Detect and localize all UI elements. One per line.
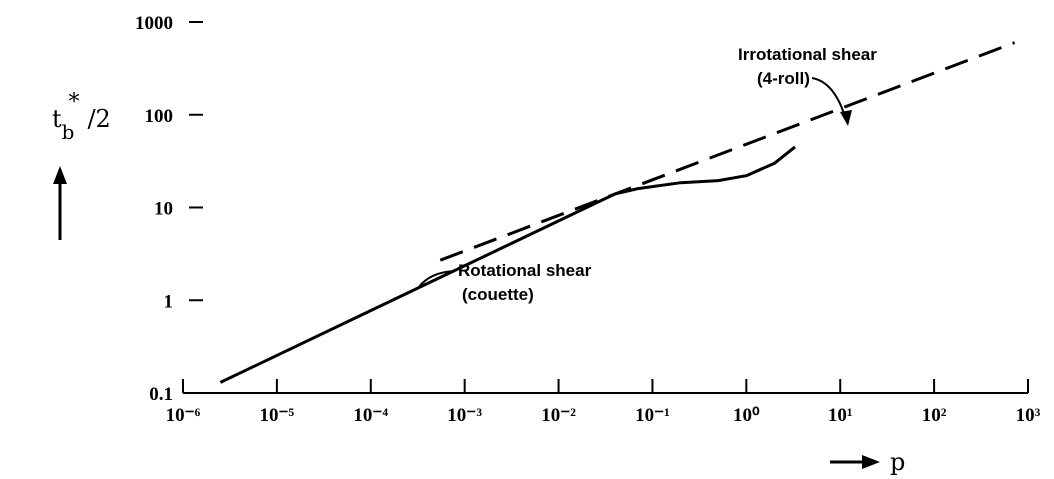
series-note: (couette) xyxy=(462,285,534,304)
x-tick-label: 10⁻² xyxy=(541,405,576,426)
y-tick-label: 100 xyxy=(145,106,174,127)
x-tick-label: 10⁻⁵ xyxy=(260,405,295,426)
y-arrow xyxy=(53,166,67,240)
y-axis-label: tb * /2 xyxy=(52,90,111,144)
leader xyxy=(417,270,456,289)
series-line xyxy=(439,41,1016,262)
y-tick-label: 10 xyxy=(154,199,173,220)
y-tick-label: 0.1 xyxy=(149,384,173,405)
x-tick-label: 10¹ xyxy=(828,405,853,426)
series-name: Irrotational shear xyxy=(738,45,877,64)
y-tick-label: 1 xyxy=(164,291,174,312)
x-axis-label: p xyxy=(890,448,905,476)
x-tick-label: 10⁻¹ xyxy=(635,405,670,426)
leader-head xyxy=(840,110,852,126)
y-label-base: t xyxy=(52,105,62,133)
x-tick-label: 10⁻⁶ xyxy=(166,405,201,426)
x-tick-label: 10³ xyxy=(1016,405,1041,426)
x-tick-label: 10⁰ xyxy=(733,405,760,426)
y-label-sub: b xyxy=(62,120,75,144)
y-tick-label: 1000 xyxy=(135,13,173,34)
y-label-sup: * xyxy=(68,90,79,115)
y-label-rest: /2 xyxy=(87,105,110,133)
x-arrow xyxy=(830,455,880,469)
x-tick-label: 10² xyxy=(922,405,947,426)
series-note: (4-roll) xyxy=(757,69,810,88)
x-tick-label: 10⁻³ xyxy=(447,405,482,426)
x-tick-label: 10⁻⁴ xyxy=(353,405,388,426)
series-name: Rotational shear xyxy=(458,261,592,280)
